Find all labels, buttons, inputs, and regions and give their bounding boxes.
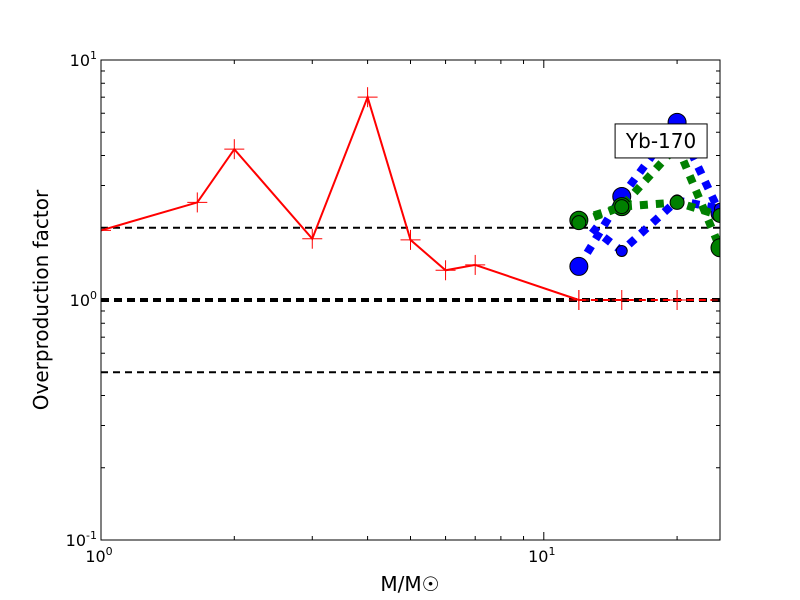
y-tick-label-1: 100 xyxy=(70,289,97,310)
series-layer xyxy=(101,87,720,310)
series-3-line xyxy=(576,196,720,257)
series-5-point-1 xyxy=(614,199,630,215)
series-2-point-0 xyxy=(569,256,589,276)
series-5-point-2 xyxy=(669,194,685,210)
y-tick-label-0: 10-1 xyxy=(66,529,97,550)
series-5 xyxy=(571,194,720,231)
x-tick-label-0: 100 xyxy=(85,545,112,566)
series-0 xyxy=(101,87,589,310)
series-4-point-3 xyxy=(710,238,720,258)
series-5-point-3 xyxy=(712,207,720,223)
series-5-line xyxy=(577,198,720,227)
series-5-point-0 xyxy=(571,215,587,231)
ticks xyxy=(100,59,720,541)
x-axis-label-main: M/M☉ xyxy=(380,572,439,596)
y-tick-label-2: 101 xyxy=(70,49,97,70)
x-tick-label-1: 101 xyxy=(528,545,555,566)
x-axis-label: M/M☉ xyxy=(380,572,439,596)
annotation: Yb-170 xyxy=(614,123,708,159)
y-axis-label: Overproduction factor xyxy=(29,189,53,410)
annotation-text: Yb-170 xyxy=(625,129,696,153)
series-2-line xyxy=(575,114,720,269)
annotation-box xyxy=(614,123,708,159)
series-3-point-1 xyxy=(615,245,628,258)
